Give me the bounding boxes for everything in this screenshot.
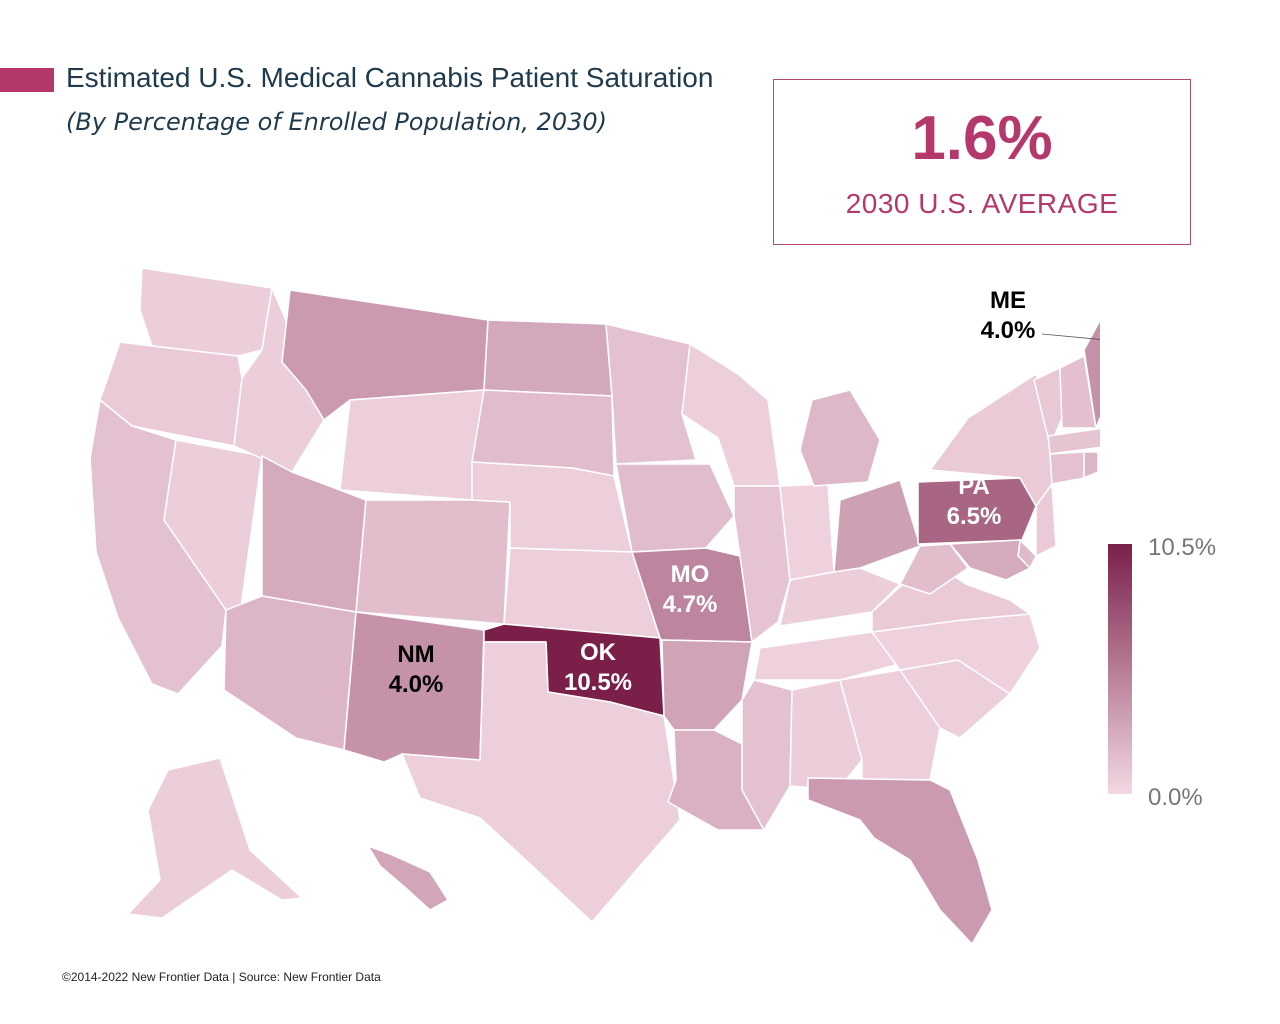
callout-value-ok: 10.5% bbox=[564, 669, 632, 696]
state-md bbox=[949, 539, 1031, 581]
state-wa bbox=[139, 267, 273, 357]
legend-min-label: 0.0% bbox=[1148, 784, 1203, 811]
state-mi bbox=[799, 389, 881, 487]
callout-abbr-me: ME bbox=[990, 287, 1026, 314]
callout-abbr-pa: PA bbox=[958, 473, 990, 500]
state-al bbox=[789, 679, 863, 791]
state-wy bbox=[339, 389, 485, 501]
title-accent-bar bbox=[0, 68, 54, 92]
footer-credit: ©2014-2022 New Frontier Data | Source: N… bbox=[62, 970, 381, 984]
state-ma bbox=[1047, 427, 1100, 455]
state-pa bbox=[917, 477, 1037, 545]
state-or bbox=[99, 341, 243, 447]
callout-abbr-mo: MO bbox=[671, 561, 710, 588]
state-ca bbox=[89, 399, 227, 695]
state-co bbox=[355, 499, 511, 625]
state-ct bbox=[1049, 451, 1085, 485]
state-ak bbox=[127, 757, 303, 919]
callout-value-me: 4.0% bbox=[981, 317, 1036, 344]
state-oh bbox=[833, 479, 921, 573]
average-callout-box: 1.6% 2030 U.S. AVERAGE bbox=[773, 79, 1191, 245]
state-me bbox=[1083, 318, 1100, 429]
legend-max-label: 10.5% bbox=[1148, 534, 1217, 561]
callout-abbr-nm: NM bbox=[397, 641, 434, 668]
page-subtitle: (By Percentage of Enrolled Population, 2… bbox=[66, 108, 607, 136]
state-hi bbox=[367, 845, 449, 911]
state-ia bbox=[615, 463, 735, 553]
average-value: 1.6% bbox=[911, 104, 1053, 173]
callout-value-pa: 6.5% bbox=[947, 503, 1002, 530]
state-in bbox=[779, 483, 835, 581]
us-choropleth-map: ME 4.0% PA 6.5% MO 4.7% OK 10.5% NM 4.0% bbox=[89, 267, 1100, 945]
legend-color-bar bbox=[1108, 544, 1132, 794]
callout-leader-me bbox=[1041, 333, 1100, 340]
average-label: 2030 U.S. AVERAGE bbox=[845, 188, 1119, 219]
state-wv bbox=[899, 543, 969, 595]
state-fl bbox=[807, 777, 993, 945]
state-ri bbox=[1083, 451, 1099, 479]
state-az bbox=[223, 595, 357, 751]
callout-abbr-ok: OK bbox=[580, 639, 617, 666]
state-nj bbox=[1035, 483, 1057, 557]
callout-value-nm: 4.0% bbox=[389, 671, 444, 698]
state-ar bbox=[661, 639, 753, 731]
state-tx bbox=[401, 641, 681, 923]
page-title: Estimated U.S. Medical Cannabis Patient … bbox=[66, 62, 714, 93]
callout-value-mo: 4.7% bbox=[663, 591, 718, 618]
state-nd bbox=[483, 319, 613, 397]
